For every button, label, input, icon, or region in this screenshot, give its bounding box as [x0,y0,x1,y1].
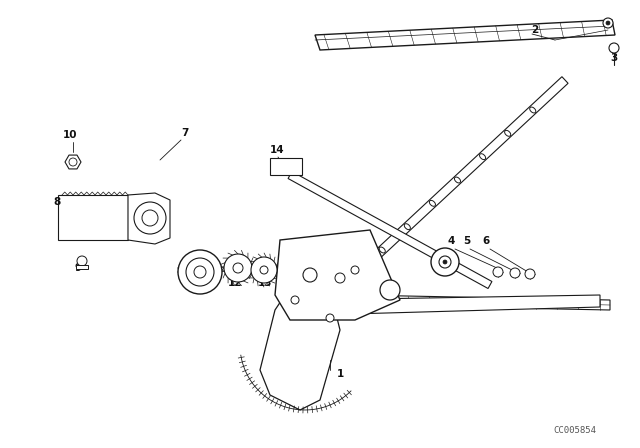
Text: 14: 14 [269,145,284,155]
Circle shape [303,268,317,282]
Text: 12: 12 [228,278,243,288]
Circle shape [233,263,243,273]
Circle shape [260,266,268,274]
Ellipse shape [404,224,410,230]
Polygon shape [347,77,568,283]
Text: 5: 5 [463,236,470,246]
Circle shape [77,256,87,266]
Circle shape [142,210,158,226]
Ellipse shape [380,247,385,253]
Circle shape [326,314,334,322]
Circle shape [493,267,503,277]
Text: 8: 8 [53,197,61,207]
Polygon shape [275,230,400,320]
Polygon shape [288,172,492,289]
Circle shape [291,296,299,304]
Circle shape [609,43,619,53]
Ellipse shape [504,130,511,136]
Polygon shape [128,193,170,244]
Text: 7: 7 [181,128,189,138]
Circle shape [431,248,459,276]
Circle shape [335,273,345,283]
Text: 4: 4 [447,236,454,246]
Polygon shape [260,280,340,410]
Text: 1: 1 [337,369,344,379]
Circle shape [134,202,166,234]
Circle shape [443,260,447,264]
Circle shape [606,21,610,25]
Circle shape [380,280,400,300]
Text: 13: 13 [258,278,272,288]
Polygon shape [270,158,302,175]
Circle shape [69,158,77,166]
Circle shape [351,266,359,274]
Circle shape [603,18,613,28]
Ellipse shape [479,154,486,159]
Text: 2: 2 [531,25,539,35]
Polygon shape [76,265,88,269]
Circle shape [224,254,252,282]
Text: 10: 10 [63,130,77,140]
Circle shape [510,268,520,278]
Ellipse shape [429,200,435,206]
Circle shape [525,269,535,279]
Text: 9: 9 [74,263,81,273]
Polygon shape [315,20,615,50]
Polygon shape [355,295,610,310]
Text: 11: 11 [189,283,204,293]
Polygon shape [310,295,600,315]
Ellipse shape [454,177,461,183]
Circle shape [194,266,206,278]
Ellipse shape [530,107,536,113]
Text: 6: 6 [483,236,490,246]
Text: CC005854: CC005854 [554,426,596,435]
Circle shape [251,257,277,283]
Text: 3: 3 [611,53,618,63]
Circle shape [186,258,214,286]
Polygon shape [65,155,81,169]
Polygon shape [58,195,128,240]
Circle shape [439,256,451,268]
Circle shape [178,250,222,294]
